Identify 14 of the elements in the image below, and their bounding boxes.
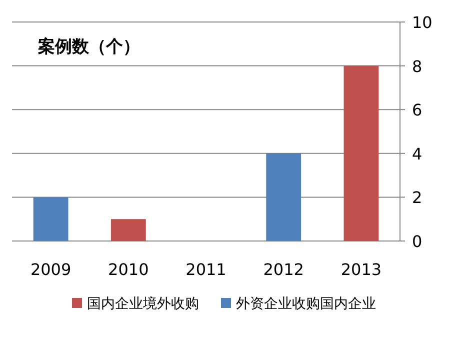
x-tick-label: 2011: [186, 260, 226, 279]
y-tick-label: 4: [412, 144, 422, 164]
y-tick-label: 6: [412, 100, 422, 120]
y-tick-label: 2: [412, 188, 422, 208]
text: 案例数（个）: [37, 36, 140, 57]
y-tick-label: 10: [412, 13, 432, 32]
x-tick-label: 2012: [263, 260, 304, 279]
x-tick-label: 2013: [340, 260, 382, 279]
y-tick-label: 0: [412, 232, 422, 251]
y-tick-label: 8: [412, 56, 422, 76]
x-tick-label: 2009: [30, 260, 72, 279]
legend-label: 国内企业境外收购: [87, 296, 199, 312]
legend-label: 外资企业收购国内企业: [236, 296, 376, 312]
x-tick-label: 2010: [108, 260, 149, 279]
